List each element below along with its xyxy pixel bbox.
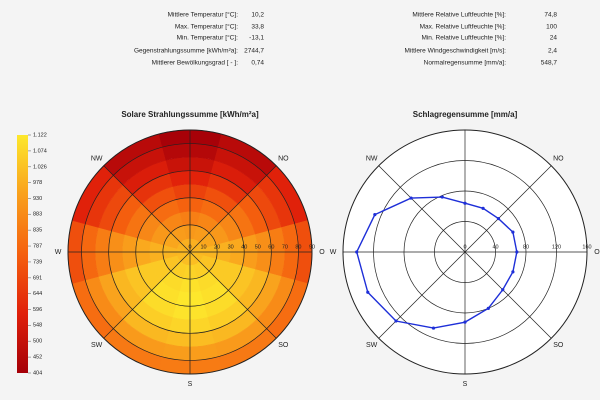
rain-point [409, 196, 413, 200]
stat-value: -13,1 [249, 35, 264, 42]
color-tick-label: 1.074 [33, 148, 47, 154]
stat-label: Min. Relative Luftfeuchte [%]: [421, 35, 506, 42]
direction-label: O [319, 249, 325, 256]
r-tick-label: 80 [523, 244, 529, 250]
r-tick-label: 40 [492, 244, 498, 250]
color-tick-label: 500 [33, 339, 42, 345]
direction-label: W [330, 249, 337, 256]
color-tick-label: 978 [33, 180, 42, 186]
chart-title: Schlagregensumme [mm/a] [413, 110, 518, 119]
r-tick-label: 80 [295, 244, 301, 250]
rain-point [496, 216, 501, 221]
rain-point [373, 213, 377, 217]
r-tick-label: 30 [228, 244, 234, 250]
r-tick-label: 10 [200, 244, 206, 250]
direction-label: NW [366, 156, 378, 163]
rain-point [431, 326, 436, 330]
r-tick-label: 90 [309, 244, 315, 250]
stat-label: Mittlere Windgeschwindigkeit [m/s]: [404, 48, 506, 55]
spoke [189, 165, 277, 253]
color-tick-label: 452 [33, 355, 42, 361]
stat-label: Min. Temperatur [°C]: [177, 34, 239, 42]
stat-label: Mittlere Relative Luftfeuchte [%]: [412, 12, 506, 19]
spoke [103, 165, 191, 253]
stat-label: Normalregensumme [mm/a]: [424, 60, 507, 67]
r-tick-label: 70 [282, 244, 288, 250]
rain-point [440, 195, 444, 199]
rain-point [481, 206, 485, 210]
color-tick-label: 691 [33, 275, 42, 281]
r-tick-label: 40 [241, 244, 247, 250]
direction-label: NO [553, 156, 564, 163]
color-tick-label: 404 [33, 370, 42, 376]
r-tick-label: 0 [188, 244, 191, 250]
stat-value: 74,8 [544, 12, 557, 19]
direction-label: SW [91, 342, 103, 349]
rain-point [366, 290, 370, 294]
stat-label: Max. Temperatur [°C]: [175, 23, 238, 31]
stat-value: 2,4 [548, 48, 557, 55]
stat-label: Gegenstrahlungssumme [kWh/m²a]: [134, 48, 238, 55]
r-tick-label: 0 [463, 244, 466, 250]
stat-value: 2744,7 [244, 48, 264, 55]
rain-point [394, 319, 398, 323]
stat-label: Max. Relative Luftfeuchte [%]: [420, 24, 507, 31]
spoke [103, 251, 191, 339]
direction-label: S [188, 381, 193, 388]
color-tick-label: 596 [33, 307, 42, 313]
r-tick-label: 160 [582, 244, 591, 250]
rain-point [515, 250, 519, 254]
rain-point [511, 230, 515, 234]
color-tick-label: 883 [33, 212, 42, 218]
spoke [464, 165, 552, 253]
spoke [378, 165, 466, 253]
spoke [378, 251, 466, 339]
color-tick-label: 787 [33, 243, 42, 249]
stat-value: 0,74 [251, 60, 264, 67]
stat-value: 24 [550, 35, 558, 42]
color-tick-label: 548 [33, 323, 42, 329]
direction-label: SO [553, 342, 564, 349]
rain-point [463, 320, 467, 324]
rain-point [463, 201, 467, 205]
color-tick-label: 1.122 [33, 132, 47, 138]
r-tick-label: 50 [255, 244, 261, 250]
direction-label: NW [91, 156, 103, 163]
stat-value: 10,2 [251, 12, 264, 19]
direction-label: SO [278, 342, 289, 349]
spoke [464, 251, 552, 339]
direction-label: W [55, 249, 62, 256]
chart-title: Solare Strahlungssumme [kWh/m²a] [121, 110, 259, 119]
direction-label: S [463, 381, 468, 388]
spoke [189, 251, 277, 339]
rain-point [355, 250, 359, 254]
color-tick-label: 739 [33, 259, 42, 265]
direction-label: NO [278, 156, 289, 163]
color-tick-label: 835 [33, 228, 42, 234]
r-tick-label: 60 [268, 244, 274, 250]
direction-label: SW [366, 342, 378, 349]
rain-point [511, 270, 515, 274]
stat-label: Mittlerer Bewölkungsgrad [ - ]: [152, 60, 239, 67]
color-tick-label: 644 [33, 291, 42, 297]
rain-point [501, 288, 505, 292]
r-tick-label: 20 [214, 244, 220, 250]
color-tick-label: 930 [33, 196, 42, 202]
direction-label: O [594, 249, 600, 256]
color-tick-label: 1.026 [33, 164, 47, 170]
stat-value: 548,7 [541, 60, 558, 67]
stat-value: 33,8 [251, 24, 264, 31]
color-bar [17, 135, 28, 373]
stat-label: Mittlere Temperatur [°C]: [168, 11, 239, 19]
stat-value: 100 [546, 24, 557, 31]
rain-point [486, 306, 490, 310]
r-tick-label: 120 [552, 244, 561, 250]
